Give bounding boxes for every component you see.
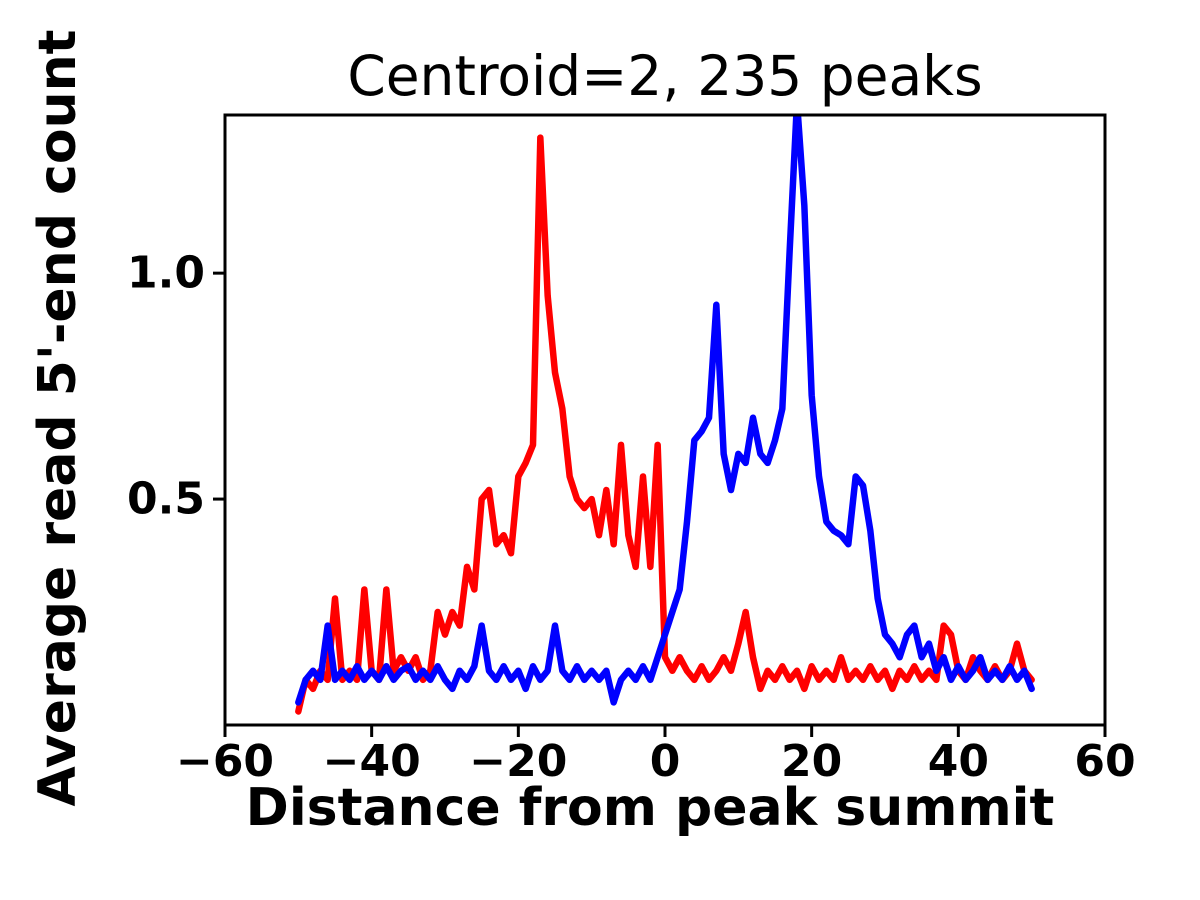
y-tick-label: 1.0 [127,247,205,299]
x-tick-label: 60 [1074,736,1136,787]
x-tick-label: 40 [927,736,989,787]
y-tick-label: 0.5 [127,473,205,525]
axes-frame [223,113,1107,727]
x-tick-label: 0 [649,736,681,787]
x-tick-label: −60 [175,736,275,787]
x-tick-label: −40 [322,736,421,787]
chart-title: Centroid=2, 235 peaks [347,44,983,108]
blue-line [295,115,1035,706]
x-axis-label: Distance from peak summit [245,778,1055,838]
x-tick-label: −20 [469,736,568,787]
x-tick-label: 20 [781,736,843,787]
